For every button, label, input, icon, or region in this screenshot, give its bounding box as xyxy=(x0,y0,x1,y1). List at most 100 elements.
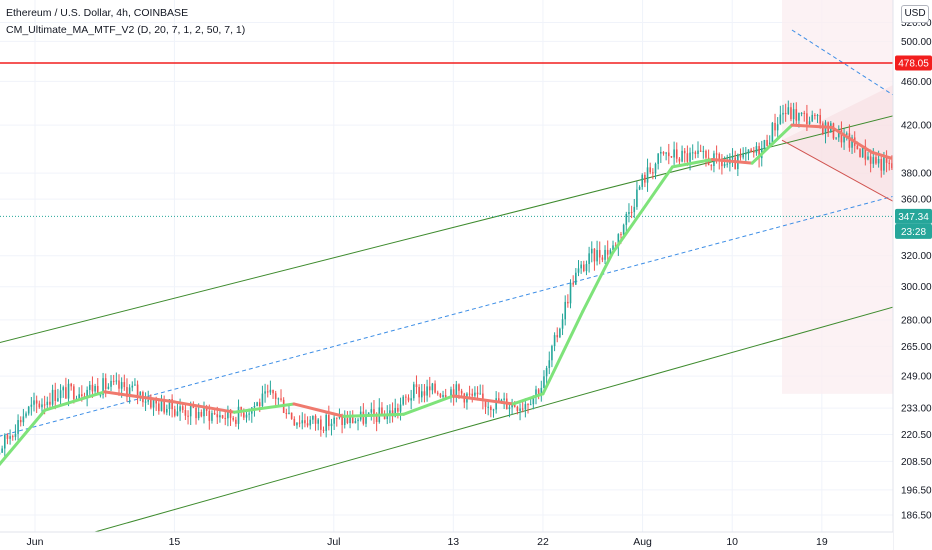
candle-body xyxy=(758,146,760,159)
candle-body xyxy=(405,396,407,398)
candle xyxy=(176,402,179,417)
candle-body xyxy=(816,115,819,117)
candle xyxy=(482,384,484,410)
candle xyxy=(402,394,404,406)
candle-body xyxy=(30,404,33,407)
current-price-tag: 347.34 xyxy=(895,208,932,224)
candle xyxy=(104,373,107,398)
candle-body xyxy=(864,146,867,160)
candle-body xyxy=(808,121,811,125)
candle xyxy=(413,381,415,401)
candle-body xyxy=(617,234,620,247)
candle-body xyxy=(389,410,391,415)
candle-body xyxy=(407,397,410,401)
candle xyxy=(46,396,49,409)
candle xyxy=(320,415,322,437)
candle-body xyxy=(208,410,211,421)
candle-body xyxy=(272,389,274,394)
candle xyxy=(779,105,782,125)
candle-body xyxy=(806,113,808,125)
candle-body xyxy=(386,414,389,420)
candle-body xyxy=(776,124,779,131)
candle-body xyxy=(567,301,569,304)
y-tick-label: 265.00 xyxy=(901,342,932,353)
candle xyxy=(407,394,410,403)
candle-body xyxy=(888,162,891,164)
candle-body xyxy=(147,400,150,402)
candle-body xyxy=(168,399,171,409)
candle-body xyxy=(128,387,131,397)
candle-body xyxy=(420,391,423,398)
candle xyxy=(428,376,431,398)
candle xyxy=(115,372,118,385)
candle-body xyxy=(346,418,349,424)
y-tick-label: 520.00 xyxy=(901,18,932,29)
candle-body xyxy=(381,407,383,415)
x-tick-label: Jun xyxy=(27,536,44,548)
candle-body xyxy=(51,389,54,405)
candle-body xyxy=(492,409,495,411)
candle xyxy=(737,153,739,177)
candle-body xyxy=(819,115,821,124)
candle xyxy=(657,153,659,170)
candle xyxy=(694,150,697,159)
candle xyxy=(57,388,59,402)
candle-body xyxy=(213,413,216,415)
candle-body xyxy=(678,158,681,162)
candle xyxy=(17,414,19,443)
candle-body xyxy=(755,146,758,153)
candle-body xyxy=(362,411,365,424)
candle-body xyxy=(248,413,250,415)
candle xyxy=(245,410,248,423)
candle xyxy=(551,344,553,368)
candle-body xyxy=(131,385,134,388)
candle-body xyxy=(65,387,67,399)
candle-body xyxy=(702,150,705,152)
candle-body xyxy=(731,157,734,159)
candle xyxy=(795,102,798,127)
candle xyxy=(556,327,559,343)
candle-body xyxy=(604,249,606,260)
resistance-price-tag: 478.05 xyxy=(895,55,932,71)
candle xyxy=(232,415,235,422)
candle-body xyxy=(875,157,877,164)
candle xyxy=(328,405,330,431)
candle-body xyxy=(33,400,35,405)
candle xyxy=(221,414,224,419)
candle-body xyxy=(580,264,582,269)
candle xyxy=(160,394,163,412)
candle-body xyxy=(540,387,543,395)
candle xyxy=(561,313,564,336)
candle-body xyxy=(38,403,41,408)
candle xyxy=(636,181,638,210)
candle-body xyxy=(625,214,628,225)
ma-segment xyxy=(581,251,615,313)
candle xyxy=(391,402,394,423)
currency-button[interactable]: USD xyxy=(901,5,929,23)
candle-body xyxy=(6,435,9,439)
candle xyxy=(505,393,508,410)
candle-body xyxy=(253,405,256,408)
candle xyxy=(466,392,468,410)
candle-body xyxy=(593,248,596,262)
candle xyxy=(723,156,726,169)
candle-body xyxy=(25,413,27,417)
candle-body xyxy=(195,407,197,419)
candle-body xyxy=(120,382,123,389)
candle-body xyxy=(335,417,338,419)
candle xyxy=(683,147,686,163)
candle xyxy=(474,386,476,400)
candle-body xyxy=(665,152,667,154)
candle xyxy=(527,403,529,414)
candle-body xyxy=(861,146,864,158)
candle-body xyxy=(468,393,471,395)
y-tick-label: 320.00 xyxy=(901,251,932,262)
candle-body xyxy=(418,387,420,398)
candle xyxy=(59,384,62,405)
candle-body xyxy=(721,160,723,167)
candle xyxy=(583,260,585,273)
indicator-legend[interactable]: CM_Ultimate_MA_MTF_V2 (D, 20, 7, 1, 2, 5… xyxy=(6,24,246,36)
ma-segment xyxy=(710,157,754,165)
candle-body xyxy=(529,404,532,406)
